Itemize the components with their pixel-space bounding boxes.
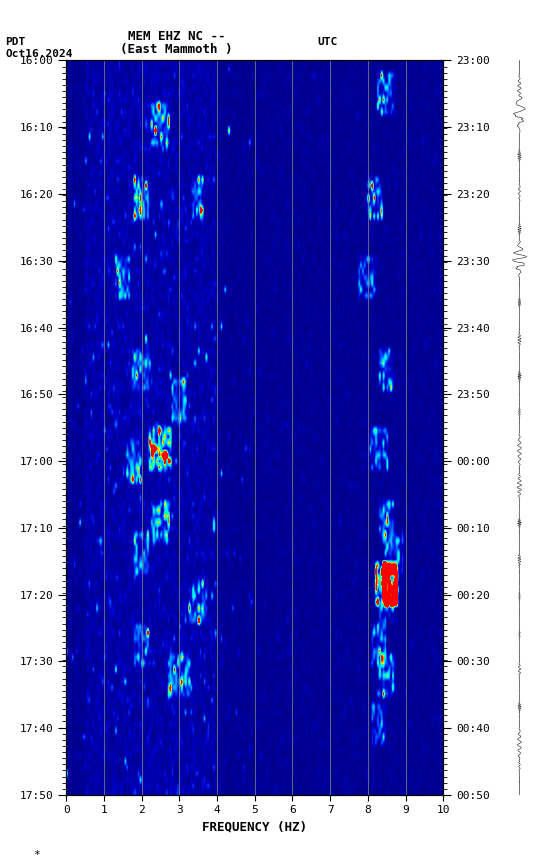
Text: Oct16,2024: Oct16,2024	[6, 49, 73, 60]
X-axis label: FREQUENCY (HZ): FREQUENCY (HZ)	[202, 821, 307, 834]
Text: *: *	[33, 849, 40, 860]
Text: MEM EHZ NC --: MEM EHZ NC --	[128, 30, 225, 43]
Text: (East Mammoth ): (East Mammoth )	[120, 43, 233, 56]
Text: PDT: PDT	[6, 37, 26, 48]
Text: UTC: UTC	[317, 37, 338, 48]
